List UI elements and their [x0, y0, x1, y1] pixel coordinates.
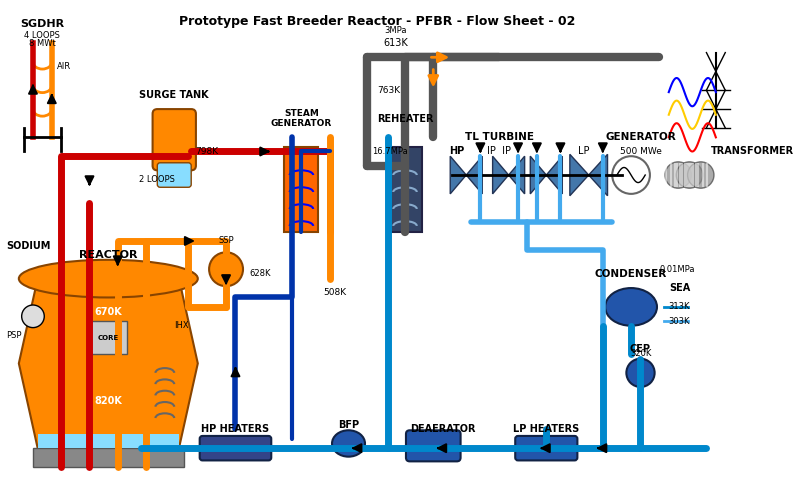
Text: LP: LP [578, 147, 590, 157]
Text: HP: HP [449, 147, 465, 157]
Bar [33, 448, 184, 467]
Text: GENERATOR: GENERATOR [605, 132, 676, 142]
Text: 320K: 320K [630, 349, 651, 359]
Text: STEAM
GENERATOR: STEAM GENERATOR [270, 109, 332, 128]
Text: LP HEATERS: LP HEATERS [513, 424, 579, 434]
Polygon shape [450, 156, 466, 194]
Text: 0.01MPa: 0.01MPa [659, 265, 695, 274]
Circle shape [22, 305, 44, 328]
Text: REACTOR: REACTOR [79, 250, 138, 260]
Text: CORE: CORE [98, 335, 119, 341]
Polygon shape [546, 156, 562, 194]
Text: 820K: 820K [94, 396, 122, 406]
FancyBboxPatch shape [158, 163, 191, 187]
Text: 4 LOOPS: 4 LOOPS [25, 31, 60, 40]
Text: SSP: SSP [218, 237, 234, 246]
Polygon shape [530, 156, 546, 194]
Text: 303K: 303K [669, 317, 690, 326]
Text: DEAERATOR: DEAERATOR [410, 424, 475, 434]
Ellipse shape [332, 430, 365, 456]
Text: 313K: 313K [669, 302, 690, 311]
Text: 628K: 628K [250, 269, 271, 279]
Polygon shape [493, 156, 509, 194]
Text: SURGE TANK: SURGE TANK [139, 90, 209, 100]
Text: 500 MWe: 500 MWe [619, 147, 662, 156]
Text: CEP: CEP [630, 344, 651, 354]
Bar [388, 147, 422, 232]
Text: IP  IP: IP IP [487, 147, 511, 157]
Text: TL TURBINE: TL TURBINE [465, 132, 534, 142]
Text: TRANSFORMER: TRANSFORMER [711, 147, 794, 157]
Polygon shape [19, 279, 198, 448]
Text: 508K: 508K [323, 288, 346, 297]
FancyBboxPatch shape [406, 430, 461, 461]
Ellipse shape [605, 288, 657, 326]
Text: 763K: 763K [377, 86, 400, 95]
Text: SODIUM: SODIUM [6, 241, 50, 250]
Text: 670K: 670K [94, 307, 122, 317]
Text: SEA: SEA [669, 283, 690, 293]
Bar [90, 321, 127, 354]
Text: Prototype Fast Breeder Reactor - PFBR - Flow Sheet - 02: Prototype Fast Breeder Reactor - PFBR - … [178, 15, 575, 28]
Circle shape [687, 162, 714, 188]
Text: 8 MWt: 8 MWt [29, 39, 56, 47]
Polygon shape [509, 156, 525, 194]
Text: SGDHR: SGDHR [20, 19, 65, 29]
Polygon shape [589, 154, 607, 196]
Polygon shape [466, 156, 482, 194]
Circle shape [665, 162, 691, 188]
Circle shape [626, 359, 654, 387]
Text: 16.7MPa: 16.7MPa [372, 147, 408, 156]
Text: PSP: PSP [6, 330, 22, 340]
Circle shape [676, 162, 702, 188]
Text: CONDENSER: CONDENSER [595, 269, 667, 279]
Text: 3MPa: 3MPa [384, 26, 407, 36]
Text: AIR: AIR [57, 62, 70, 71]
Ellipse shape [19, 260, 198, 297]
Text: 798K: 798K [195, 147, 218, 156]
Text: REHEATER: REHEATER [377, 114, 434, 124]
Polygon shape [570, 154, 589, 196]
Bar [38, 434, 179, 448]
Text: BFP: BFP [338, 419, 359, 430]
Text: IHX: IHX [174, 321, 189, 330]
Bar [285, 147, 318, 232]
FancyBboxPatch shape [200, 436, 271, 460]
Text: 613K: 613K [383, 38, 408, 48]
Text: HP HEATERS: HP HEATERS [202, 424, 270, 434]
Circle shape [209, 252, 243, 286]
Text: 2 LOOPS: 2 LOOPS [139, 175, 175, 184]
FancyBboxPatch shape [515, 436, 578, 460]
FancyBboxPatch shape [153, 109, 196, 170]
